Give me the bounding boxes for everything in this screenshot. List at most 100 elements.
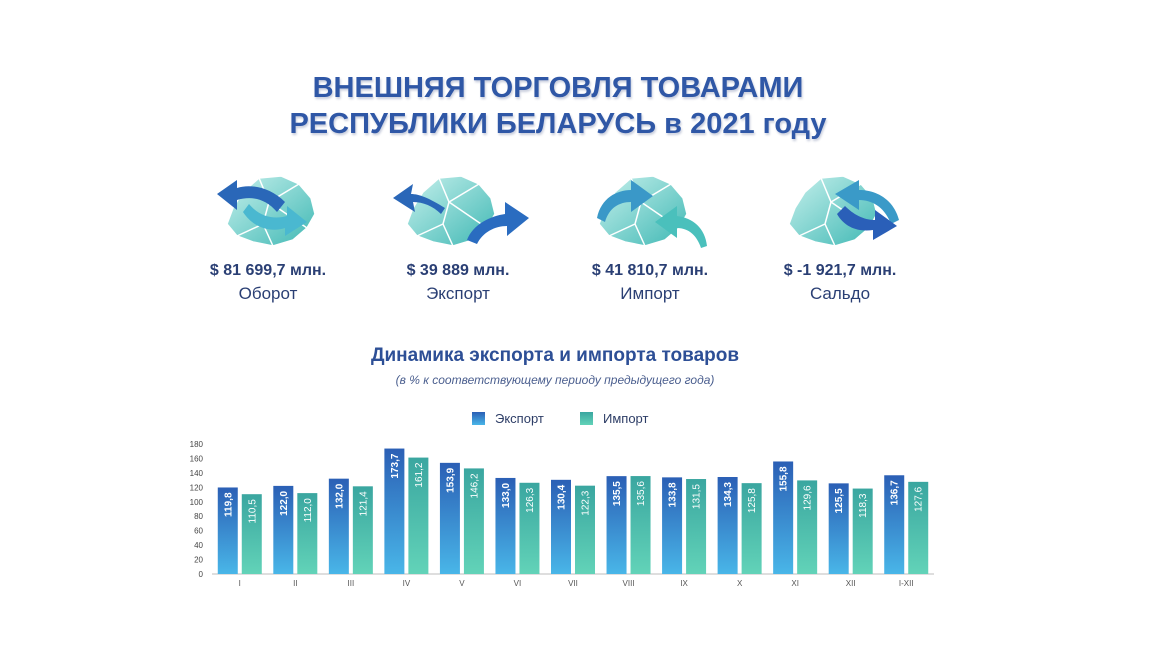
data-label-import: 118,3 [858,493,869,518]
kpi-value: $ 39 889 млн. [406,262,510,279]
bar-import [797,480,818,574]
map-arrows-icon [217,175,316,247]
bar-export [439,462,460,574]
chart-title: Динамика экспорта и импорта товаров [370,345,740,366]
kpi-label: Сальдо [809,284,871,303]
x-tick-label: V [459,579,465,588]
x-tick-label: XI [791,579,799,588]
data-label-export: 135,5 [612,481,623,506]
kpi-value: $ 81 699,7 млн. [209,262,327,279]
data-label-import: 112,0 [303,498,314,523]
bar-import [408,457,429,574]
bar-import [908,481,929,574]
bar-export [273,485,294,574]
data-label-import: 125,8 [747,488,758,513]
title-line-2: РЕСПУБЛИКИ БЕЛАРУСЬ в 2021 году [289,108,827,140]
bar-export [662,477,683,574]
legend-item-import: Импорт [580,411,648,426]
data-label-export: 133,0 [501,483,512,508]
bar-export [384,448,405,574]
bar-export [828,483,849,574]
bar-import [741,483,762,574]
y-tick-label: 40 [194,541,203,550]
data-label-export: 136,7 [890,480,901,505]
bar-import [852,488,873,574]
bar-import [352,486,373,574]
data-label-export: 155,8 [779,466,790,491]
y-tick-label: 60 [194,527,203,536]
kpi-import: $ 41 810,7 млн. Импорт [565,168,735,304]
data-label-export: 134,3 [723,482,734,507]
x-tick-label: X [737,579,743,588]
x-tick-label: I [239,579,241,588]
y-tick-label: 180 [190,440,204,449]
y-tick-label: 140 [190,469,204,478]
data-label-export: 133,8 [668,482,679,507]
x-tick-label: II [293,579,297,588]
bar-import [463,468,484,574]
page-title: ВНЕШНЯЯ ТОРГОВЛЯ ТОВАРАМИ РЕСПУБЛИКИ БЕЛ… [0,70,1116,142]
data-label-import: 126,3 [525,487,536,512]
bar-export [495,477,516,574]
map-export-arrows-icon [393,175,529,247]
x-tick-label: IV [403,579,411,588]
y-tick-label: 20 [194,556,203,565]
bar-import [575,485,595,574]
bar-import [519,482,540,574]
bar-import [241,494,262,574]
data-label-import: 135,6 [636,481,647,506]
kpi-balance: $ -1 921,7 млн. Сальдо [755,168,925,304]
kpi-label: Оборот [238,284,298,303]
data-label-import: 129,6 [803,485,814,510]
y-tick-label: 80 [194,512,203,521]
map-balance-arrows-icon [788,175,899,247]
legend-swatch-export [472,412,485,425]
x-tick-label: IX [680,579,688,588]
legend-item-export: Экспорт [472,411,544,426]
kpi-turnover: $ 81 699,7 млн. Оборот [183,168,353,304]
kpi-label: Импорт [620,284,680,303]
kpi-value: $ -1 921,7 млн. [783,262,897,279]
legend-label-import: Импорт [603,411,649,426]
bar-import [686,479,707,574]
x-tick-label: I-XII [899,579,914,588]
legend-label-export: Экспорт [495,411,544,426]
chart-subtitle: (в % к соответствующему периоду предыдущ… [395,373,715,387]
x-tick-label: VII [568,579,578,588]
data-label-import: 161,2 [414,462,425,487]
data-label-import: 131,5 [692,484,703,509]
bar-import [630,476,651,574]
data-label-import: 122,3 [581,490,592,515]
bar-export [328,478,349,574]
data-label-import: 146,2 [469,473,480,498]
x-tick-label: VI [514,579,522,588]
y-tick-label: 0 [199,570,204,579]
x-tick-label: III [348,579,355,588]
bar-export [717,477,738,574]
data-label-export: 122,0 [279,490,290,515]
y-tick-label: 160 [190,454,204,463]
kpi-label: Экспорт [426,284,490,303]
y-tick-label: 100 [190,498,204,507]
data-label-export: 173,7 [390,453,401,478]
bar-export [606,476,627,574]
bar-export [884,475,905,574]
title-line-1: ВНЕШНЯЯ ТОРГОВЛЯ ТОВАРАМИ [312,72,804,104]
bar-export [773,461,794,574]
y-tick-label: 120 [190,483,204,492]
data-label-export: 119,8 [223,492,234,517]
data-label-export: 130,4 [557,484,568,509]
x-tick-label: XII [846,579,856,588]
kpi-value: $ 41 810,7 млн. [591,262,709,279]
data-label-export: 132,0 [334,483,345,508]
kpi-export: $ 39 889 млн. Экспорт [373,168,543,304]
x-tick-label: VIII [623,579,635,588]
data-label-export: 125,5 [834,488,845,513]
data-label-import: 121,4 [358,491,369,516]
map-import-arrows-icon [597,175,707,248]
bar-export [217,487,238,574]
bar-export [551,479,571,574]
legend-swatch-import [580,412,593,425]
data-label-import: 127,6 [914,486,925,511]
